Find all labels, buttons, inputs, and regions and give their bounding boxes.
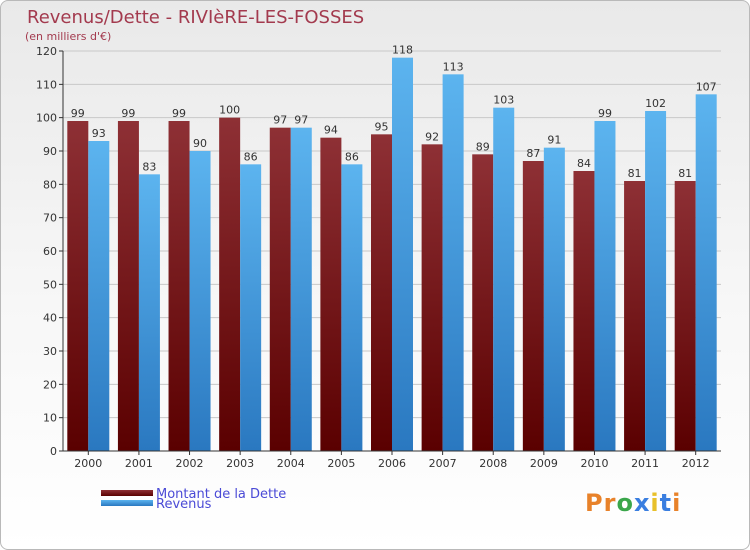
y-tick-label: 70 (43, 212, 57, 225)
legend-label-dette: Montant de la Dette (156, 487, 287, 502)
bar-revenus (392, 57, 413, 452)
bar-dette (624, 181, 646, 451)
data-labels: 99 93 99 83 99 90 100 86 97 97 94 86 95 118 92 113 89 103… (71, 44, 717, 180)
data-label-dette: 100 (219, 104, 240, 117)
data-label-revenus: 107 (696, 80, 717, 93)
data-label-dette: 81 (678, 167, 692, 180)
data-label-dette: 81 (628, 167, 642, 180)
data-label-revenus: 93 (92, 127, 106, 140)
data-label-revenus: 86 (244, 150, 258, 163)
bar-revenus (594, 121, 616, 451)
bar-dette (522, 161, 544, 451)
data-label-dette: 99 (71, 107, 85, 120)
x-tick-label: 2012 (682, 457, 710, 470)
bars (67, 57, 717, 452)
y-tick-label: 50 (43, 278, 57, 291)
bar-revenus (240, 164, 262, 452)
bar-revenus (493, 107, 515, 452)
bar-dette (674, 181, 696, 451)
x-tick-label: 2003 (226, 457, 254, 470)
data-label-dette: 97 (273, 114, 287, 127)
x-tick-label: 2004 (277, 457, 305, 470)
data-label-revenus: 90 (193, 137, 207, 150)
y-tick-label: 90 (43, 145, 57, 158)
x-tick-label: 2001 (125, 457, 153, 470)
x-tick-label: 2005 (327, 457, 355, 470)
bar-revenus (645, 111, 667, 451)
y-tick-label: 20 (43, 378, 57, 391)
logo-letter: i (672, 489, 682, 517)
chart-subtitle: (en milliers d'€) (25, 30, 112, 43)
bar-dette (573, 171, 595, 451)
y-tick-label: 0 (50, 445, 57, 458)
data-label-dette: 94 (324, 124, 338, 137)
x-tick-label: 2006 (378, 457, 406, 470)
data-label-revenus: 83 (142, 160, 156, 173)
data-label-dette: 99 (172, 107, 186, 120)
logo-letter: t (659, 489, 673, 517)
bar-revenus (189, 151, 211, 451)
data-label-dette: 95 (375, 120, 389, 133)
data-label-revenus: 103 (493, 94, 514, 107)
data-label-dette: 99 (121, 107, 135, 120)
data-label-dette: 84 (577, 157, 591, 170)
x-tick-label: 2008 (479, 457, 507, 470)
bar-revenus (695, 94, 717, 451)
legend-label-revenus: Revenus (156, 497, 212, 512)
data-label-revenus: 97 (294, 114, 308, 127)
bar-dette (117, 121, 139, 451)
data-label-dette: 87 (526, 147, 540, 160)
y-tick-label: 120 (36, 45, 57, 58)
bar-dette (269, 127, 291, 452)
y-tick-label: 100 (36, 112, 57, 125)
bar-dette (421, 144, 443, 452)
bar-revenus (341, 164, 363, 452)
x-tick-label: 2011 (631, 457, 659, 470)
data-label-revenus: 113 (443, 60, 464, 73)
logo-letter: P (585, 489, 604, 517)
bar-revenus (290, 127, 312, 452)
data-label-revenus: 86 (345, 150, 359, 163)
data-label-revenus: 91 (547, 134, 561, 147)
bar-dette (168, 121, 190, 451)
bar-revenus (88, 141, 110, 451)
logo-letter: o (616, 489, 634, 517)
data-label-revenus: 118 (392, 44, 413, 57)
bar-revenus (138, 174, 160, 452)
y-tick-label: 40 (43, 312, 57, 325)
data-label-revenus: 99 (598, 107, 612, 120)
x-tick-label: 2002 (176, 457, 204, 470)
x-tick-label: 2007 (429, 457, 457, 470)
logo-letter: x (633, 489, 651, 517)
bar-dette (371, 134, 392, 452)
y-tick-label: 60 (43, 245, 57, 258)
bar-dette (472, 154, 494, 452)
y-tick-label: 10 (43, 412, 57, 425)
legend-swatch-dette (101, 490, 153, 496)
data-label-revenus: 102 (645, 97, 666, 110)
bar-dette (67, 121, 89, 451)
logo-letter: r (603, 489, 617, 517)
y-tick-label: 110 (36, 78, 57, 91)
x-tick-label: 2009 (530, 457, 558, 470)
bar-revenus (543, 147, 565, 451)
chart-title: Revenus/Dette - RIVIèRE-LES-FOSSES (27, 7, 365, 28)
x-tick-label: 2000 (74, 457, 102, 470)
bar-dette (320, 137, 342, 451)
proxiti-logo: Proxiti (585, 489, 681, 517)
bar-revenus (442, 74, 464, 451)
axes: 0 10 20 30 40 50 60 70 80 90 100 110 120 2000 2001 2002… (36, 45, 721, 470)
bar-dette (219, 117, 241, 452)
data-label-dette: 89 (476, 140, 490, 153)
x-tick-label: 2010 (580, 457, 608, 470)
data-label-dette: 92 (425, 130, 439, 143)
y-tick-label: 30 (43, 345, 57, 358)
y-tick-label: 80 (43, 178, 57, 191)
logo-letter: i (650, 489, 660, 517)
legend-swatch-revenus (101, 500, 153, 506)
